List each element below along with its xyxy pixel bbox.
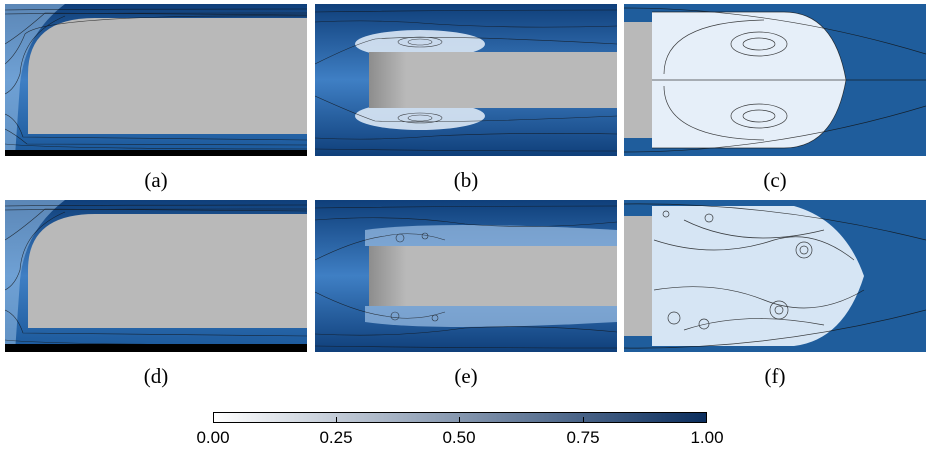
caption-c: (c) <box>763 168 787 192</box>
colorbar-tick-label-1: 0.25 <box>319 428 353 447</box>
colorbar-tick-label-2: 0.50 <box>442 428 476 447</box>
panel-f-flow-image <box>624 200 926 352</box>
colorbar-tick <box>336 417 337 423</box>
colorbar <box>213 412 707 423</box>
caption-b: (b) <box>453 168 479 192</box>
colorbar-tick-label-3: 0.75 <box>566 428 600 447</box>
colorbar-tick-label-4: 1.00 <box>690 428 724 447</box>
caption-f: (f) <box>764 364 786 388</box>
colorbar-tick <box>459 417 460 423</box>
panel-a-flow-image <box>5 4 307 156</box>
colorbar-tick-label-0: 0.00 <box>196 428 230 447</box>
caption-d: (d) <box>143 364 169 388</box>
panel-d-flow-image <box>5 200 307 352</box>
caption-e: (e) <box>454 364 478 388</box>
panel-b-flow-image <box>315 4 617 156</box>
colorbar-tick <box>583 417 584 423</box>
caption-a: (a) <box>144 168 168 192</box>
panel-c-flow-image <box>624 4 926 156</box>
panel-e-flow-image <box>315 200 617 352</box>
